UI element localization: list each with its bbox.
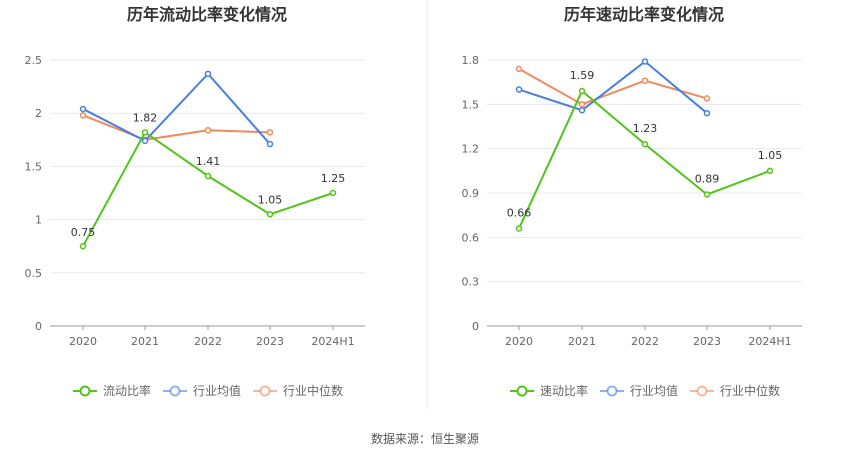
data-label: 0.89: [695, 172, 720, 185]
legend-swatch-marker: [696, 385, 708, 397]
data-point: [515, 65, 523, 73]
legend-item-label[interactable]: 行业中位数: [283, 383, 343, 398]
data-point: [515, 86, 523, 93]
data-label: 1.05: [258, 193, 283, 206]
data-point: [204, 172, 212, 180]
data-label: 0.75: [71, 226, 96, 239]
data-label: 1.25: [321, 172, 346, 185]
data-point: [641, 140, 649, 148]
y-tick-label: 0.6: [462, 231, 480, 244]
data-point: [79, 242, 87, 250]
series-line: [82, 130, 334, 247]
chart-title: 历年速动比率变化情况: [564, 5, 724, 24]
x-tick-label: 2020: [69, 335, 97, 348]
x-tick-label: 2020: [505, 335, 533, 348]
x-tick-label: 2024H1: [311, 335, 354, 348]
x-tick-label: 2022: [194, 335, 222, 348]
x-tick-label: 2022: [631, 335, 659, 348]
data-point: [204, 126, 212, 134]
y-tick-label: 0: [35, 320, 42, 333]
data-source-note: 数据来源：恒生聚源: [370, 432, 479, 446]
data-point: [266, 211, 274, 218]
data-point: [641, 58, 649, 65]
y-tick-label: 0.3: [462, 276, 480, 289]
data-point: [578, 87, 586, 95]
y-tick-label: 1.8: [462, 54, 480, 67]
y-tick-label: 1.5: [25, 160, 43, 173]
data-point: [79, 105, 87, 113]
data-label: 1.05: [758, 149, 783, 162]
data-label: 0.66: [507, 206, 532, 219]
data-point: [329, 189, 337, 197]
data-point: [578, 101, 586, 108]
data-label: 1.41: [196, 155, 221, 168]
data-point: [703, 109, 711, 117]
data-point: [79, 112, 87, 119]
data-point: [141, 129, 149, 136]
data-label: 1.23: [633, 122, 658, 135]
data-point: [266, 129, 274, 136]
series-line: [518, 89, 771, 229]
x-tick-label: 2024H1: [748, 335, 791, 348]
data-point: [703, 95, 711, 102]
series-line: [82, 72, 271, 145]
data-point: [578, 106, 586, 114]
data-point: [515, 225, 523, 232]
y-tick-label: 2.5: [25, 54, 43, 67]
y-tick-label: 1.2: [462, 143, 480, 156]
series-line: [82, 114, 271, 141]
series-line: [518, 67, 708, 106]
data-point: [266, 140, 274, 148]
legend-swatch-marker: [259, 385, 271, 397]
y-tick-label: 0.5: [25, 267, 43, 280]
y-tick-label: 0: [472, 320, 479, 333]
x-tick-label: 2023: [256, 335, 284, 348]
data-point: [766, 167, 774, 175]
legend-swatch-marker: [169, 385, 181, 397]
legend-item-label[interactable]: 行业中位数: [720, 383, 780, 398]
data-point: [141, 137, 149, 145]
data-point: [204, 70, 212, 78]
data-point: [703, 191, 711, 198]
y-tick-label: 2: [35, 107, 42, 120]
chart-title: 历年流动比率变化情况: [127, 5, 287, 24]
series-line: [518, 60, 708, 114]
legend-swatch-marker: [606, 385, 618, 397]
data-label: 1.59: [570, 69, 595, 82]
legend-item-label[interactable]: 行业均值: [193, 383, 241, 398]
legend-item-label[interactable]: 流动比率: [103, 383, 151, 398]
legend-swatch-marker: [516, 385, 528, 397]
legend-item-label[interactable]: 速动比率: [540, 383, 588, 398]
y-tick-label: 1: [35, 214, 42, 227]
quick-ratio-chart: 历年速动比率变化情况 0 0.3 0.6 0.9 1.2 1.5 1.8 2020 2021 202…: [462, 5, 802, 398]
y-tick-label: 1.5: [462, 98, 480, 111]
data-point: [641, 77, 649, 84]
x-tick-label: 2021: [131, 335, 159, 348]
x-tick-label: 2021: [568, 335, 596, 348]
legend-item-label[interactable]: 行业均值: [630, 383, 678, 398]
x-tick-label: 2023: [693, 335, 721, 348]
data-label: 1.82: [133, 111, 158, 124]
y-tick-label: 0.9: [462, 187, 480, 200]
legend-swatch-marker: [79, 385, 91, 397]
current-ratio-chart: 历年流动比率变化情况 0 0.5 1 1.5 2 2.5 2020 2021 2022 2023 20…: [25, 5, 365, 398]
